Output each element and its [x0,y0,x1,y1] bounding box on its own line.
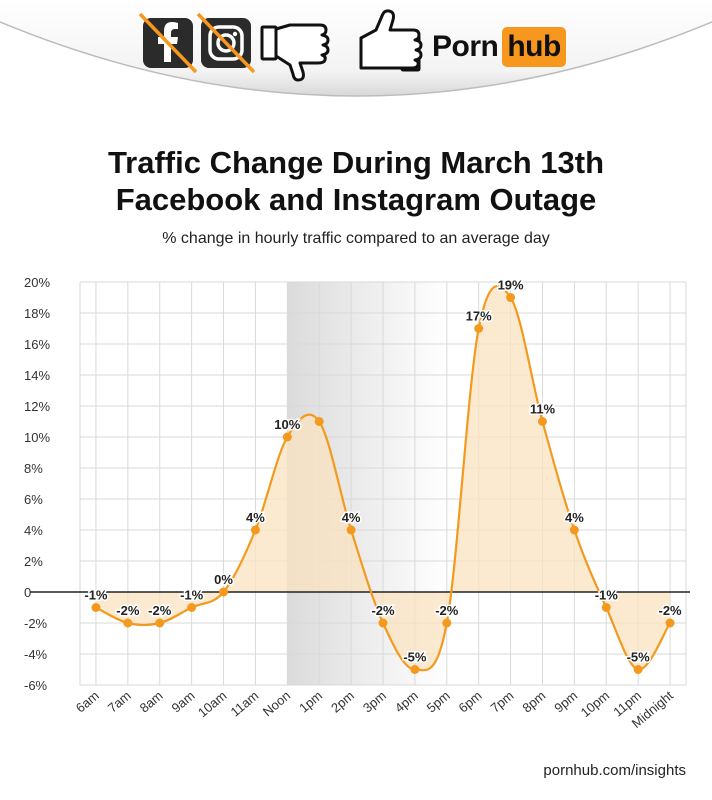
x-tick-label: 7pm [487,688,516,716]
data-point [665,618,675,628]
data-point [314,417,324,426]
data-point [346,525,356,535]
data-point [506,293,516,302]
data-point [123,618,133,628]
facebook-crossed-icon [138,12,198,74]
thumbs-up-icon [359,9,423,72]
x-tick-label: 1pm [296,688,325,716]
data-label: -5% [403,650,427,665]
x-tick-label: 11am [228,688,262,720]
chart-subtitle: % change in hourly traffic compared to a… [162,230,550,247]
x-tick-label: 6pm [456,688,485,716]
data-point [187,603,197,612]
data-label: 19% [498,278,524,293]
data-label: 17% [466,309,492,324]
y-tick-label: 4% [24,523,43,538]
data-label: 4% [342,510,361,525]
data-point [442,618,452,628]
y-tick-label: 12% [24,399,50,414]
y-tick-label: 20% [24,275,50,290]
data-point [474,324,484,333]
x-tick-label: 9am [169,688,198,716]
chart-title-line-1: Traffic Change During March 13th [107,145,605,180]
x-tick-label: 7am [105,688,134,716]
brand-word-right: hub [502,27,566,67]
data-label: -2% [658,603,682,618]
chart-title: Traffic Change During March 13th Faceboo… [0,144,712,218]
x-tick-label: 10am [195,688,230,720]
data-label: -2% [148,603,172,618]
data-point [633,665,643,674]
y-tick-label: -2% [24,616,48,631]
y-tick-label: -6% [24,678,48,693]
y-tick-label: -4% [24,647,48,662]
data-label: -1% [595,588,619,603]
thumbs-down-icon [260,23,330,82]
data-point [155,618,165,628]
data-label: 4% [246,510,265,525]
y-tick-label: 0 [24,585,31,600]
x-tick-label: 5pm [424,688,453,716]
data-label: 10% [274,417,300,432]
brand-icons [138,8,580,82]
data-point [219,587,229,597]
data-point [569,525,579,535]
data-label: -5% [627,650,651,665]
data-point [410,665,420,674]
x-tick-label: Noon [260,688,293,719]
y-tick-label: 18% [24,306,50,321]
x-tick-label: 10pm [578,688,613,720]
x-tick-label: 8pm [519,688,548,716]
y-tick-label: 16% [24,337,50,352]
data-label: 4% [565,510,584,525]
y-tick-label: 14% [24,368,50,383]
data-label: -2% [371,603,395,618]
data-label: -2% [435,603,459,618]
header-band: Porn hub [0,0,712,112]
x-tick-label: 2pm [328,688,357,716]
chart-title-line-2: Facebook and Instagram Outage [115,182,597,217]
data-label: -2% [116,603,140,618]
y-tick-label: 6% [24,492,43,507]
brand-logo: Porn hub [432,25,566,69]
x-tick-label: 8am [137,688,166,716]
data-point [537,417,547,426]
data-point [601,603,611,612]
x-tick-label: 6am [73,688,102,716]
traffic-chart: 20%18%16%14%12%10%8%6%4%2%0-2%-4%-6%-1%-… [24,275,690,731]
y-tick-label: 2% [24,554,43,569]
data-point [378,618,388,628]
brand-word-left: Porn [432,30,499,63]
traffic-area-fill [95,286,671,671]
instagram-crossed-icon [196,12,256,74]
x-tick-label: 4pm [392,688,421,716]
data-point [282,432,292,442]
x-tick-label: 9pm [551,688,580,716]
source-link[interactable]: pornhub.com/insights [543,762,686,779]
data-point [91,603,101,612]
x-tick-label: 3pm [360,688,389,716]
data-label: 11% [530,402,556,417]
data-label: -1% [84,588,108,603]
data-label: -1% [180,588,204,603]
data-label: 0% [214,572,233,587]
y-tick-label: 10% [24,430,50,445]
y-tick-label: 8% [24,461,43,476]
data-point [250,525,260,535]
